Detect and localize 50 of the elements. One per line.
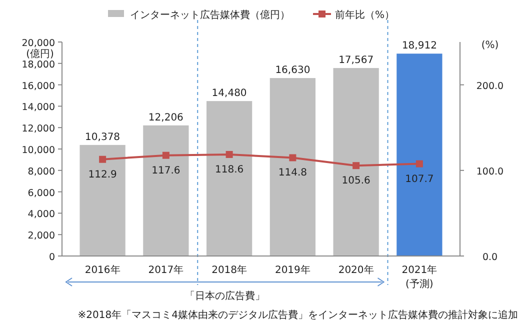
y-tick-label: 4,000 bbox=[28, 209, 55, 220]
data-label: 114.8 bbox=[278, 168, 308, 179]
y-axis-title: (億円) bbox=[26, 48, 54, 60]
y-tick-label: 18,000 bbox=[22, 59, 55, 70]
y2-axis-title: (%) bbox=[481, 40, 499, 51]
bar bbox=[80, 144, 126, 256]
y-tick-label: 6,000 bbox=[28, 188, 55, 199]
data-label: 16,630 bbox=[275, 65, 310, 76]
legend-label: インターネット広告媒体費（億円） bbox=[130, 9, 290, 21]
bar bbox=[333, 68, 379, 256]
x-tick-label: 2019年 bbox=[274, 264, 310, 276]
data-label: 117.6 bbox=[152, 165, 180, 176]
y2-tick-label: 200.0 bbox=[476, 80, 504, 92]
text: ※2018年「マスコミ4媒体由来のデジタル広告費」をインターネット広告媒体費の推計対象に追加 bbox=[78, 309, 518, 321]
y-tick-label: 8,000 bbox=[28, 166, 55, 178]
legend-label: 前年比（%） bbox=[335, 9, 395, 21]
point bbox=[416, 160, 423, 168]
x-tick-label: 2018年 bbox=[212, 264, 248, 276]
point bbox=[99, 156, 106, 163]
x-tick-label: 2017年 bbox=[148, 264, 184, 276]
data-label: 105.6 bbox=[342, 176, 370, 187]
data-label: 107.7 bbox=[405, 174, 434, 185]
y-tick-label: 0 bbox=[48, 252, 55, 263]
point bbox=[352, 162, 360, 170]
data-label: 118.6 bbox=[214, 164, 244, 176]
y-tick-label: 20,000 bbox=[22, 38, 55, 49]
point bbox=[226, 150, 233, 158]
data-label: 10,378 bbox=[85, 132, 120, 143]
bar bbox=[206, 101, 252, 256]
y2-tick-label: 100.0 bbox=[476, 166, 504, 178]
x-tick-label: 2021年 (予測) bbox=[402, 264, 438, 290]
data-label: 112.9 bbox=[88, 169, 117, 180]
data-label: 14,480 bbox=[212, 88, 247, 100]
point bbox=[289, 154, 296, 162]
y-tick-label: 12,000 bbox=[22, 124, 55, 135]
x-tick-label: 2020年 bbox=[338, 264, 374, 276]
point bbox=[162, 152, 170, 159]
y-tick-label: 16,000 bbox=[22, 80, 55, 92]
bar bbox=[396, 54, 442, 256]
data-label: 12,206 bbox=[148, 112, 184, 124]
data-label: 17,567 bbox=[338, 55, 374, 66]
y-tick-label: 2,000 bbox=[28, 230, 55, 242]
y-tick-label: 10,000 bbox=[22, 145, 55, 156]
y2-tick-label: 0.0 bbox=[482, 252, 498, 263]
x-tick-label: 2016年 bbox=[84, 264, 120, 276]
y-tick-label: 14,000 bbox=[22, 102, 55, 114]
text: 「日本の広告費」 bbox=[184, 290, 265, 302]
data-label: 18,912 bbox=[402, 40, 437, 52]
bar bbox=[270, 78, 316, 256]
bar bbox=[143, 125, 189, 256]
